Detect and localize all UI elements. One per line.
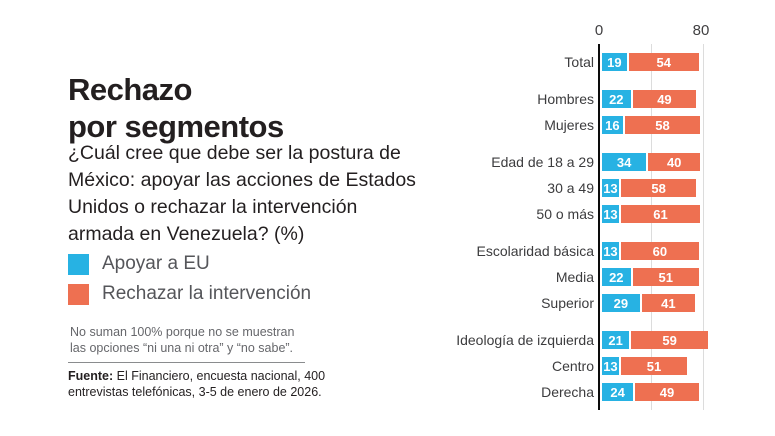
bar-value-apoyar: 13 bbox=[603, 180, 618, 196]
legend-item-apoyar: Apoyar a EU bbox=[68, 253, 311, 275]
bar-segment-apoyar: 13 bbox=[602, 205, 619, 223]
bar-segment-apoyar: 13 bbox=[602, 357, 619, 375]
bar-category-label: Hombres bbox=[537, 91, 594, 107]
bar-value-rechazar: 61 bbox=[653, 206, 668, 222]
source-text: El Financiero, encuesta nacional, 400 en… bbox=[68, 369, 326, 399]
bar-segment-rechazar: 49 bbox=[635, 383, 699, 401]
page-title-line1: Rechazo bbox=[68, 71, 192, 107]
bar-value-apoyar: 22 bbox=[609, 269, 624, 285]
bar-row: Total 19 54 bbox=[447, 53, 775, 71]
legend-label-rechazar: Rechazar la intervención bbox=[102, 283, 312, 304]
x-axis-tick-0: 0 bbox=[594, 22, 604, 39]
legend: Apoyar a EU Rechazar la intervención bbox=[68, 253, 311, 305]
bar-value-rechazar: 51 bbox=[646, 358, 662, 374]
bar-category-label: Centro bbox=[551, 358, 594, 374]
bar-category-label: Media bbox=[555, 269, 594, 285]
bar-segment-rechazar: 41 bbox=[641, 294, 695, 312]
bar-value-apoyar: 19 bbox=[607, 54, 622, 70]
bar-segment-rechazar: 61 bbox=[620, 205, 701, 223]
bar-row: Edad de 18 a 29 34 40 bbox=[447, 153, 775, 171]
bar-value-rechazar: 49 bbox=[659, 384, 675, 400]
bar-value-rechazar: 60 bbox=[652, 243, 668, 259]
bar-segment-rechazar: 60 bbox=[620, 242, 699, 260]
bar-row: Media 22 51 bbox=[447, 268, 775, 286]
bar-value-apoyar: 24 bbox=[610, 384, 625, 400]
bar-chart: Total 19 54 Hombres 22 49 Mujeres 16 58 Edad de 1… bbox=[447, 53, 775, 401]
bar-segment-rechazar: 58 bbox=[624, 116, 701, 134]
bar-value-rechazar: 51 bbox=[658, 269, 673, 285]
bar-segment-apoyar: 13 bbox=[602, 242, 619, 260]
divider bbox=[68, 362, 305, 363]
legend-swatch-rechazar bbox=[68, 283, 89, 305]
bar-segment-apoyar: 13 bbox=[602, 179, 619, 197]
bar-segment-rechazar: 59 bbox=[631, 331, 708, 349]
legend-item-rechazar: Rechazar la intervención bbox=[68, 283, 311, 305]
bar-segment-apoyar: 21 bbox=[602, 331, 630, 349]
survey-question: ¿Cuál cree que debe ser la postura de Mé… bbox=[68, 142, 416, 245]
bar-value-apoyar: 34 bbox=[616, 154, 632, 170]
legend-label-apoyar: Apoyar a EU bbox=[102, 253, 210, 274]
bar-category-label: Derecha bbox=[541, 384, 594, 400]
bar-segment-rechazar: 54 bbox=[628, 53, 699, 71]
bar-segment-apoyar: 29 bbox=[602, 294, 640, 312]
bar-value-rechazar: 49 bbox=[657, 91, 672, 107]
page-title-line2: por segmentos bbox=[68, 108, 284, 144]
bar-segment-apoyar: 22 bbox=[602, 90, 631, 108]
gridline-80 bbox=[703, 44, 704, 410]
bar-value-apoyar: 16 bbox=[605, 117, 620, 133]
bar-segment-rechazar: 51 bbox=[620, 357, 688, 375]
bar-row: Centro 13 51 bbox=[447, 357, 775, 375]
bar-category-label: 30 a 49 bbox=[547, 180, 594, 196]
source-line: Fuente: El Financiero, encuesta nacional… bbox=[68, 369, 334, 400]
bar-category-label: Escolaridad básica bbox=[476, 243, 594, 259]
bar-category-label: Ideología de izquierda bbox=[456, 332, 594, 348]
source-label: Fuente: bbox=[68, 369, 114, 383]
bar-category-label: Total bbox=[564, 54, 594, 70]
bar-row: Superior 29 41 bbox=[447, 294, 775, 312]
footnote: No suman 100% porque no se muestran las … bbox=[70, 325, 295, 355]
bar-value-apoyar: 13 bbox=[603, 243, 618, 259]
bar-segment-apoyar: 22 bbox=[602, 268, 631, 286]
bar-row: Derecha 24 49 bbox=[447, 383, 775, 401]
bar-row: Mujeres 16 58 bbox=[447, 116, 775, 134]
bar-category-label: Mujeres bbox=[544, 117, 594, 133]
bar-value-rechazar: 40 bbox=[666, 154, 682, 170]
bar-segment-rechazar: 49 bbox=[632, 90, 697, 108]
bar-value-apoyar: 29 bbox=[613, 295, 629, 311]
bar-value-apoyar: 22 bbox=[609, 91, 624, 107]
bar-value-rechazar: 54 bbox=[656, 54, 672, 70]
bar-row: 50 o más 13 61 bbox=[447, 205, 775, 223]
bar-row: Ideología de izquierda 21 59 bbox=[447, 331, 775, 349]
bar-row: Hombres 22 49 bbox=[447, 90, 775, 108]
bar-value-rechazar: 59 bbox=[662, 332, 677, 348]
bar-segment-apoyar: 16 bbox=[602, 116, 623, 134]
page-title: Rechazo por segmentos bbox=[68, 71, 284, 145]
bar-category-label: Edad de 18 a 29 bbox=[491, 154, 594, 170]
bar-segment-rechazar: 58 bbox=[620, 179, 697, 197]
bar-segment-rechazar: 40 bbox=[648, 153, 701, 171]
bar-value-apoyar: 13 bbox=[603, 206, 618, 222]
gridline-40 bbox=[651, 44, 652, 410]
bar-row: 30 a 49 13 58 bbox=[447, 179, 775, 197]
bar-category-label: Superior bbox=[541, 295, 594, 311]
bar-value-rechazar: 58 bbox=[651, 180, 666, 196]
bar-value-rechazar: 58 bbox=[655, 117, 670, 133]
legend-swatch-apoyar bbox=[68, 253, 89, 275]
bar-segment-apoyar: 34 bbox=[602, 153, 647, 171]
bar-category-label: 50 o más bbox=[536, 206, 594, 222]
bar-value-rechazar: 41 bbox=[661, 295, 676, 311]
bar-segment-rechazar: 51 bbox=[632, 268, 699, 286]
y-axis-line bbox=[598, 44, 600, 410]
bar-segment-apoyar: 19 bbox=[602, 53, 627, 71]
bar-segment-apoyar: 24 bbox=[602, 383, 634, 401]
bar-value-apoyar: 13 bbox=[603, 358, 618, 374]
bar-value-apoyar: 21 bbox=[608, 332, 623, 348]
x-axis-tick-80: 80 bbox=[692, 22, 710, 39]
bar-row: Escolaridad básica 13 60 bbox=[447, 242, 775, 260]
